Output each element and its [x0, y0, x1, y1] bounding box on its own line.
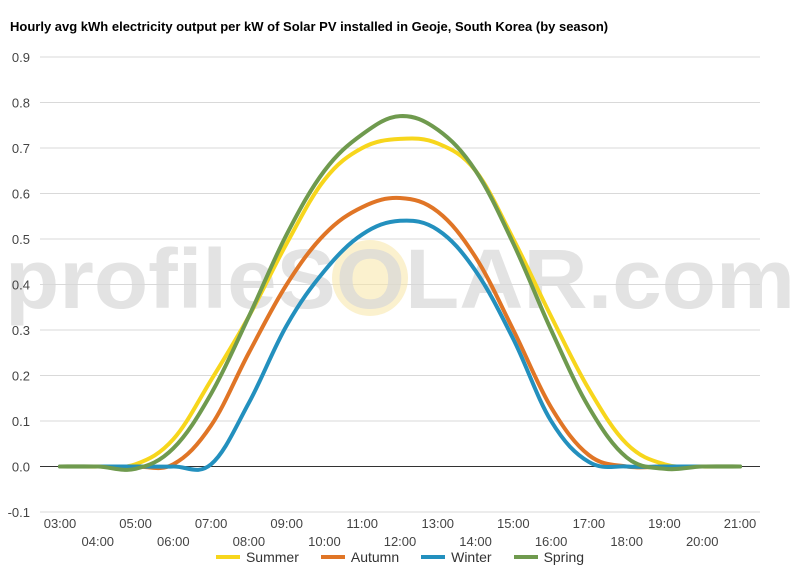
legend-label: Spring — [543, 549, 585, 565]
y-tick-label: 0.8 — [12, 96, 30, 111]
series-line-summer — [58, 136, 742, 470]
x-tick-label: 18:00 — [610, 534, 643, 549]
legend-swatch — [320, 555, 345, 559]
watermark-sun-icon — [332, 240, 408, 316]
x-tick-label: 05:00 — [119, 516, 152, 531]
x-tick-label: 08:00 — [233, 534, 266, 549]
series-lines — [58, 114, 742, 472]
legend-item-summer: Summer — [215, 549, 299, 565]
x-tick-label: 07:00 — [195, 516, 228, 531]
legend-label: Summer — [245, 549, 299, 565]
x-tick-label: 03:00 — [44, 516, 77, 531]
y-tick-label: 0.2 — [12, 369, 30, 384]
y-tick-label: -0.1 — [8, 505, 30, 520]
watermark-text: profileSOLAR.com — [5, 232, 795, 326]
x-tick-label: 19:00 — [648, 516, 681, 531]
y-tick-label: 0.3 — [12, 323, 30, 338]
chart-title: Hourly avg kWh electricity output per kW… — [10, 19, 609, 34]
x-tick-label: 14:00 — [459, 534, 492, 549]
x-tick-label: 11:00 — [346, 516, 378, 531]
y-tick-label: 0.1 — [12, 414, 30, 429]
x-tick-label: 06:00 — [157, 534, 190, 549]
grid-lines — [40, 56, 760, 513]
legend-swatch — [513, 555, 538, 559]
y-tick-label: 0.7 — [12, 141, 30, 156]
x-tick-label: 13:00 — [422, 516, 455, 531]
legend-label: Winter — [451, 549, 492, 565]
x-tick-label: 16:00 — [535, 534, 568, 549]
y-tick-label: 0.0 — [12, 460, 30, 475]
y-axis-tick-labels: -0.1 0.0 0.1 0.2 0.3 0.4 0.5 0.6 0.7 0.8 0.9 — [8, 50, 30, 520]
legend-item-winter: Winter — [421, 549, 492, 565]
legend-swatch — [421, 555, 446, 559]
legend-label: Autumn — [350, 549, 400, 565]
y-tick-label: 0.6 — [12, 187, 30, 202]
x-tick-label: 09:00 — [270, 516, 303, 531]
watermark: profileSOLAR.com — [5, 232, 795, 326]
y-tick-label: 0.4 — [12, 278, 30, 293]
x-tick-label: 17:00 — [573, 516, 606, 531]
x-tick-label: 15:00 — [497, 516, 530, 531]
legend-swatch — [215, 555, 240, 559]
x-tick-label: 10:00 — [308, 534, 341, 549]
x-axis-tick-labels: 03:00 04:00 05:00 06:00 07:00 08:00 09:00 10:00… — [44, 516, 757, 549]
legend-item-autumn: Autumn — [320, 549, 400, 565]
x-tick-label: 04:00 — [82, 534, 115, 549]
y-tick-label: 0.5 — [12, 232, 30, 247]
series-line-winter — [58, 218, 742, 472]
legend: Summer Autumn Winter Spring — [0, 549, 800, 565]
x-tick-label: 21:00 — [724, 516, 757, 531]
legend-item-spring: Spring — [513, 549, 585, 565]
x-tick-label: 12:00 — [384, 534, 417, 549]
x-tick-label: 20:00 — [686, 534, 719, 549]
y-tick-label: 0.9 — [12, 50, 30, 65]
series-line-spring — [58, 114, 742, 472]
